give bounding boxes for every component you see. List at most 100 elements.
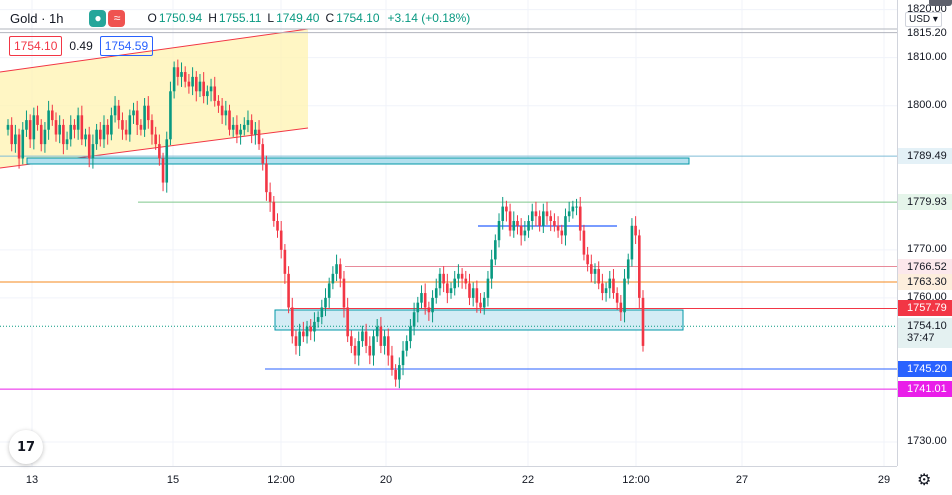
candle-body xyxy=(508,211,512,231)
candle-body xyxy=(143,105,146,130)
symbol-title[interactable]: Gold · 1h xyxy=(10,10,64,26)
time-tick-label: 12:00 xyxy=(622,474,650,486)
candle-body xyxy=(453,278,457,289)
candle-body xyxy=(257,129,261,145)
candle-body xyxy=(560,230,564,236)
candle-body xyxy=(578,206,582,231)
gear-icon[interactable]: ⚙ xyxy=(917,472,932,489)
price-level-label: 1763.30 xyxy=(898,274,952,290)
candle-body xyxy=(342,278,346,308)
price-level-label: 1779.93 xyxy=(898,194,952,211)
ohlc-value: 1750.94 xyxy=(158,11,203,25)
candle-body xyxy=(604,288,608,294)
time-tick-label: 27 xyxy=(735,474,749,486)
candle-body xyxy=(446,283,449,294)
candle-body xyxy=(335,264,338,274)
candle-body xyxy=(549,216,553,221)
candle-body xyxy=(597,269,600,284)
price-chart[interactable] xyxy=(0,0,897,466)
candle-body xyxy=(250,120,253,135)
candle-body xyxy=(420,293,423,303)
candle-body xyxy=(6,124,10,130)
tradingview-logo-icon[interactable]: 17 xyxy=(9,430,43,464)
candle-body xyxy=(471,288,475,298)
candle-body xyxy=(593,269,597,274)
candle-body xyxy=(412,312,416,327)
candle-body xyxy=(183,72,187,82)
chart-area[interactable] xyxy=(0,0,897,466)
candle-body xyxy=(283,249,287,274)
price-level-label: 1815.20 xyxy=(898,24,952,41)
candle-body xyxy=(542,211,545,226)
candle-body xyxy=(10,124,13,145)
time-tick-label: 22 xyxy=(521,474,535,486)
ohlc-value: 1749.40 xyxy=(276,11,320,25)
candle-body xyxy=(191,76,194,87)
candle-body xyxy=(117,105,121,121)
candle-body xyxy=(69,124,73,140)
price-level-label: 1789.49 xyxy=(898,148,952,165)
ohlc-value: 1754.10 xyxy=(336,11,380,25)
candle-body xyxy=(556,225,560,231)
candle-body xyxy=(231,124,235,130)
candle-body xyxy=(172,67,176,92)
candle-body xyxy=(276,220,279,231)
candle-body xyxy=(512,220,516,231)
ohlc-values: O 1750.94 H 1755.11 L 1749.40 C 1754.10 +3.14 (+… xyxy=(147,11,474,25)
candle-body xyxy=(272,201,276,221)
candle-body xyxy=(213,86,217,101)
eye-icon[interactable]: ● xyxy=(89,9,107,27)
candle-body xyxy=(364,331,368,346)
time-axis[interactable]: 13 15 12:00 20 22 12:00 27 29 xyxy=(0,466,897,495)
candle-body xyxy=(416,302,420,313)
candle-body xyxy=(43,129,47,145)
candle-body xyxy=(612,278,615,294)
wave-icon[interactable]: ≈ xyxy=(108,9,126,27)
bar-countdown: 37:47 xyxy=(907,332,935,345)
price-axis[interactable]: 1820.00 1810.00 1800.00 1770.00 1760.00 1730.… xyxy=(897,0,952,466)
candle-body xyxy=(464,278,468,284)
candle-body xyxy=(176,67,180,77)
candle-body xyxy=(28,120,32,140)
candle-body xyxy=(139,124,143,130)
candle-body xyxy=(494,240,497,260)
candle-body xyxy=(353,345,357,356)
candle-body xyxy=(95,129,98,145)
candle-body xyxy=(361,331,364,342)
candle-body xyxy=(228,110,231,130)
candle-body xyxy=(113,105,117,116)
candle-body xyxy=(630,225,634,260)
candle-body xyxy=(431,297,434,313)
candle-body xyxy=(338,264,342,279)
candle-body xyxy=(62,124,65,145)
candle-body xyxy=(530,211,534,221)
time-tick-label: 15 xyxy=(166,474,180,486)
candle-body xyxy=(194,76,198,92)
collapse-handle[interactable] xyxy=(929,0,952,6)
candle-body xyxy=(84,134,87,140)
candle-body xyxy=(121,120,124,130)
currency-selector[interactable]: USD ▾ xyxy=(905,12,942,27)
buy-price-button[interactable]: 1754.59 xyxy=(99,36,154,56)
candle-body xyxy=(65,139,69,145)
candle-body xyxy=(438,273,442,289)
candle-body xyxy=(390,355,394,370)
bid-ask-panel: 1754.10 0.49 1754.59 xyxy=(9,36,154,56)
candle-body xyxy=(165,139,169,183)
candle-body xyxy=(442,273,445,284)
candle-body xyxy=(73,124,76,130)
sell-price-button[interactable]: 1754.10 xyxy=(9,36,63,56)
candle-body xyxy=(405,341,409,351)
chart-legend: Gold · 1h ● ≈ O 1750.94 H 1755.11 L 1749.40 C 1… xyxy=(0,7,474,29)
candle-body xyxy=(623,278,626,313)
candle-body xyxy=(206,91,209,97)
candle-body xyxy=(320,307,324,318)
candle-body xyxy=(32,115,36,140)
candle-body xyxy=(350,336,353,346)
candle-body xyxy=(98,129,102,140)
candle-body xyxy=(327,283,331,298)
price-tick-label: 1810.00 xyxy=(907,50,947,63)
candle-body xyxy=(25,120,28,130)
candle-body xyxy=(567,211,571,217)
candle-body xyxy=(265,163,268,193)
